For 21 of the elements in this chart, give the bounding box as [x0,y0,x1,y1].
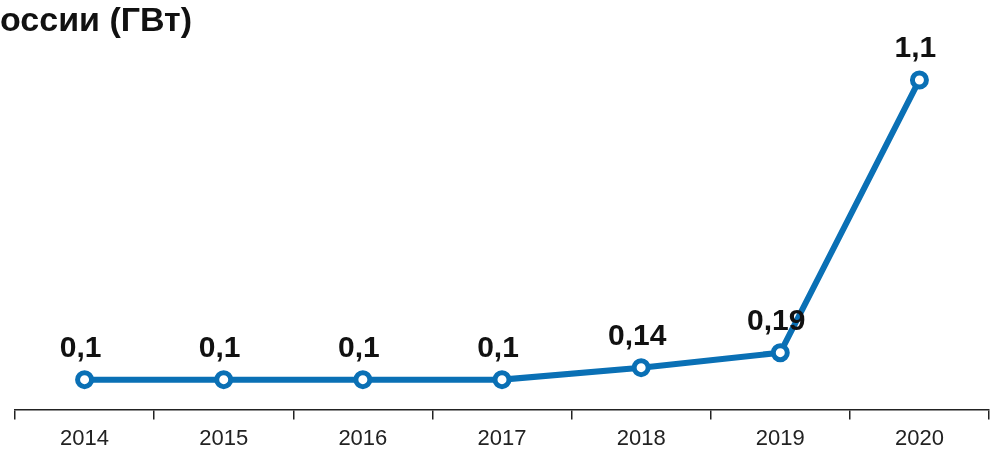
point [631,358,651,378]
chart-title: оссии (ГВт) [0,0,193,39]
data-label: 0,1 [338,329,380,363]
x-tick-label: 2018 [616,424,666,450]
point [909,70,929,90]
x-tick-label: 2014 [60,424,110,450]
x-tick-label: 2017 [477,424,527,450]
point [353,370,373,390]
data-label: 1,1 [894,30,937,64]
x-tick-label: 2020 [894,424,944,450]
data-label: 0,1 [477,329,519,363]
x-tick-label: 2015 [199,424,249,450]
data-label: 0,14 [607,317,667,351]
point [75,370,95,390]
point [770,343,790,363]
x-tick-label: 2016 [338,424,388,450]
data-label: 0,1 [198,329,241,363]
point [492,370,512,390]
x-tick-label: 2019 [755,424,805,450]
data-label: 0,1 [59,329,102,363]
point [214,370,234,390]
